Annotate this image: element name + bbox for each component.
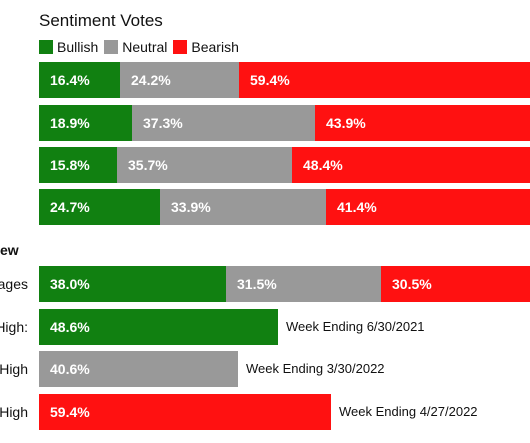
- bar-segment-bearish-label: 48.4%: [303, 157, 343, 173]
- stacked-bar-row: 24.7% 33.9% 41.4%: [39, 189, 530, 225]
- bar-segment-neutral: 40.6%: [39, 351, 238, 387]
- bar-segment-bullish-label: 48.6%: [50, 319, 90, 335]
- row-label: High: [0, 361, 28, 377]
- week-ending-annotation: Week Ending 6/30/2021: [286, 319, 425, 334]
- bar-segment-bearish-label: 41.4%: [337, 199, 377, 215]
- row-label: High:: [0, 319, 28, 335]
- legend-swatch-bearish: [173, 40, 188, 54]
- bar-segment-bullish: 18.9%: [39, 105, 132, 141]
- bar-segment-bullish: 16.4%: [39, 62, 120, 98]
- bar-segment-bullish-label: 15.8%: [50, 157, 90, 173]
- chart-title: Sentiment Votes: [39, 11, 163, 30]
- bar-segment-bearish: 59.4%: [239, 62, 530, 98]
- legend-label-bullish: Bullish: [57, 39, 99, 55]
- legend-item-bullish: Bullish: [39, 39, 98, 55]
- bar-segment-bearish: 41.4%: [326, 189, 530, 225]
- section-heading: ew: [0, 242, 19, 258]
- legend: Bullish Neutral Bearish: [39, 38, 245, 56]
- week-ending-annotation: Week Ending 4/27/2022: [339, 404, 478, 419]
- bar-segment-bullish: 48.6%: [39, 309, 278, 345]
- bar-segment-neutral-label: 31.5%: [237, 276, 277, 292]
- week-ending-annotation: Week Ending 3/30/2022: [246, 361, 385, 376]
- bar-segment-bearish: 43.9%: [315, 105, 530, 141]
- bar-segment-neutral: 24.2%: [120, 62, 239, 98]
- stacked-bar-row: 38.0% 31.5% 30.5%: [39, 266, 530, 302]
- bar-segment-bearish: 48.4%: [292, 147, 530, 183]
- row-label: ages: [0, 276, 28, 292]
- bar-segment-bullish: 38.0%: [39, 266, 226, 302]
- single-bar-row: 48.6%: [39, 309, 278, 345]
- row-label: High: [0, 404, 28, 420]
- stacked-bar-row: 15.8% 35.7% 48.4%: [39, 147, 530, 183]
- legend-item-bearish: Bearish: [173, 39, 239, 55]
- bar-segment-neutral: 31.5%: [226, 266, 381, 302]
- bar-segment-neutral-label: 24.2%: [131, 72, 171, 88]
- legend-swatch-bullish: [39, 40, 53, 54]
- bar-segment-bullish-label: 38.0%: [50, 276, 90, 292]
- bar-segment-bullish: 15.8%: [39, 147, 117, 183]
- bar-segment-bullish-label: 16.4%: [50, 72, 90, 88]
- bar-segment-bearish-label: 59.4%: [250, 72, 290, 88]
- bar-segment-neutral: 33.9%: [160, 189, 326, 225]
- bar-segment-bearish-label: 43.9%: [326, 115, 366, 131]
- bar-segment-neutral: 35.7%: [117, 147, 292, 183]
- single-bar-row: 40.6%: [39, 351, 238, 387]
- single-bar-row: 59.4%: [39, 394, 331, 430]
- bar-segment-neutral: 37.3%: [132, 105, 315, 141]
- bar-segment-neutral-label: 35.7%: [128, 157, 168, 173]
- bar-segment-neutral-label: 33.9%: [171, 199, 211, 215]
- bar-segment-neutral-label: 40.6%: [50, 361, 90, 377]
- stacked-bar-row: 18.9% 37.3% 43.9%: [39, 105, 530, 141]
- bar-segment-bearish-label: 59.4%: [50, 404, 90, 420]
- bar-segment-bearish: 59.4%: [39, 394, 331, 430]
- bar-segment-bullish-label: 18.9%: [50, 115, 90, 131]
- legend-label-neutral: Neutral: [122, 39, 168, 55]
- legend-label-bearish: Bearish: [191, 39, 239, 55]
- stacked-bar-row: 16.4% 24.2% 59.4%: [39, 62, 530, 98]
- bar-segment-bullish: 24.7%: [39, 189, 160, 225]
- legend-swatch-neutral: [104, 40, 119, 54]
- bar-segment-bearish-label: 30.5%: [392, 276, 432, 292]
- legend-item-neutral: Neutral: [104, 39, 167, 55]
- bar-segment-neutral-label: 37.3%: [143, 115, 183, 131]
- bar-segment-bearish: 30.5%: [381, 266, 530, 302]
- bar-segment-bullish-label: 24.7%: [50, 199, 90, 215]
